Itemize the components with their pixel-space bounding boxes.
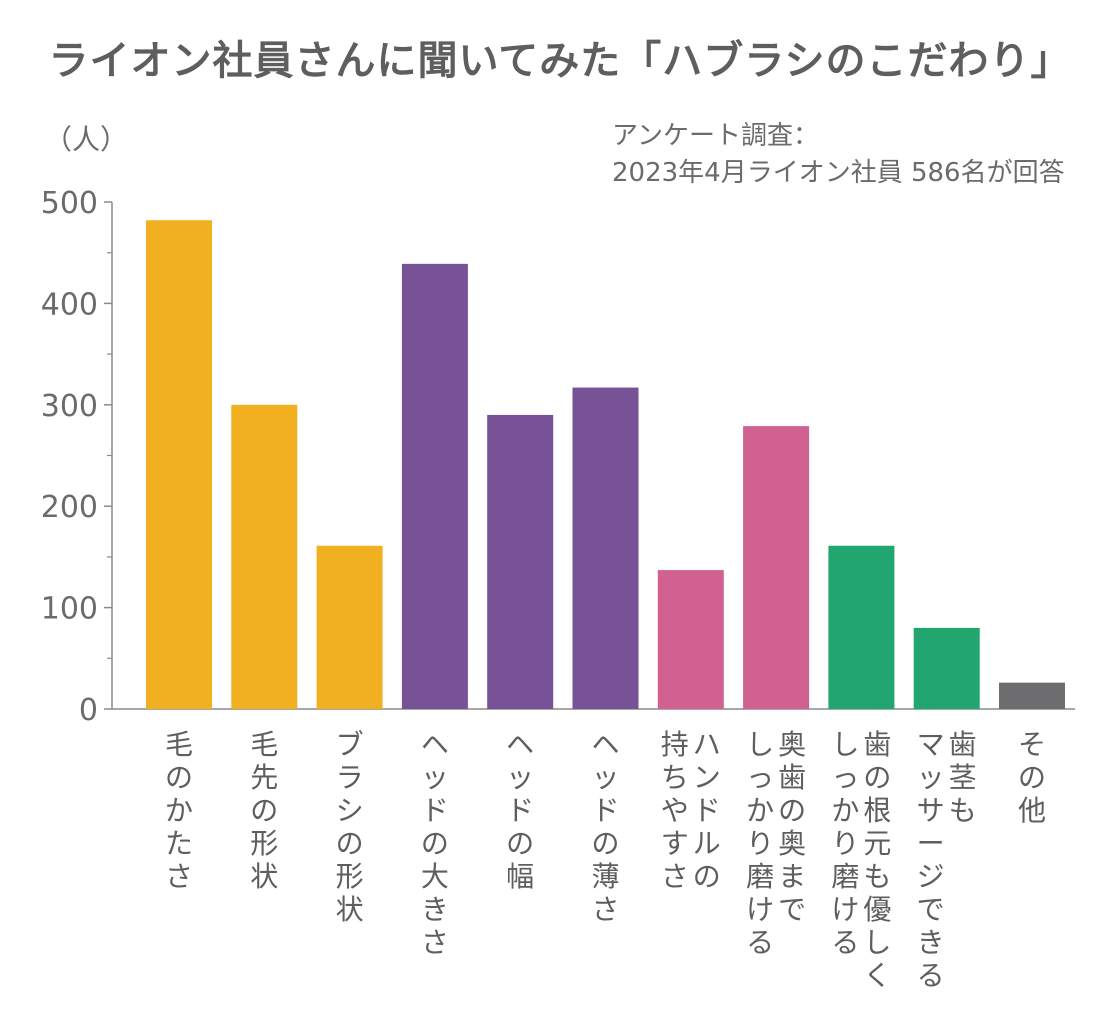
category-label: 歯の根元も優しくしっかり磨ける xyxy=(830,728,892,992)
chart-title: ライオン社員さんに聞いてみた「ハブラシのこだわり」 xyxy=(48,38,1072,84)
bar xyxy=(572,387,639,709)
y-tick-label: 200 xyxy=(41,490,98,525)
survey-note-line-1: アンケート調査： xyxy=(612,121,819,151)
category-label-line: ヘッドの薄さ xyxy=(591,728,620,926)
y-tick-label: 0 xyxy=(79,693,98,728)
bar xyxy=(657,570,724,709)
category-label-line: マッサージできる xyxy=(916,728,945,992)
survey-note-line-2: 2023年4月ライオン社員 586名が回答 xyxy=(612,158,1065,188)
category-label-line: ブラシの形状 xyxy=(335,728,364,926)
category-label: ハンドルの持ちやすさ xyxy=(660,728,722,893)
category-label-line: 毛のかたさ xyxy=(164,728,193,893)
y-tick-label: 100 xyxy=(41,592,98,627)
bar xyxy=(999,682,1065,709)
y-tick-label: 400 xyxy=(41,287,98,322)
category-label-line: しっかり磨ける xyxy=(831,728,860,959)
bar xyxy=(401,263,468,709)
category-label-line: 毛先の形状 xyxy=(250,728,279,893)
category-label-line: ハンドルの xyxy=(692,728,721,893)
bar xyxy=(146,220,212,709)
category-label: 奥歯の奥までしっかり磨ける xyxy=(745,728,807,959)
bar xyxy=(828,545,895,709)
bar xyxy=(231,404,298,709)
y-axis-unit-label: （人） xyxy=(44,123,129,156)
category-label-line: ヘッドの大きさ xyxy=(420,728,449,959)
category-label-line: ヘッドの幅 xyxy=(506,728,535,893)
bar xyxy=(913,627,980,709)
category-label-line: 持ちやすさ xyxy=(660,728,689,893)
category-label-line: その他 xyxy=(1017,728,1046,827)
category-label: ヘッドの大きさ xyxy=(420,728,450,959)
category-label-line: 奥歯の奥まで xyxy=(778,728,807,926)
category-label: ブラシの形状 xyxy=(335,728,365,926)
survey-note: アンケート調査： 2023年4月ライオン社員 586名が回答 xyxy=(612,118,1065,192)
category-label-line: 歯の根元も優しく xyxy=(863,728,892,992)
bar xyxy=(487,414,554,709)
bar xyxy=(316,545,383,709)
category-label: ヘッドの幅 xyxy=(505,728,535,893)
category-label-line: しっかり磨ける xyxy=(746,728,775,959)
category-label: 毛のかたさ xyxy=(164,728,194,893)
y-tick-label: 300 xyxy=(41,389,98,424)
category-label: その他 xyxy=(1017,728,1047,827)
bar xyxy=(743,426,810,709)
category-label: 毛先の形状 xyxy=(249,728,279,893)
y-tick-label: 500 xyxy=(41,186,98,221)
category-label: 歯茎もマッサージできる xyxy=(916,728,978,992)
category-label-line: 歯茎も xyxy=(948,728,977,827)
category-label: ヘッドの薄さ xyxy=(591,728,621,926)
